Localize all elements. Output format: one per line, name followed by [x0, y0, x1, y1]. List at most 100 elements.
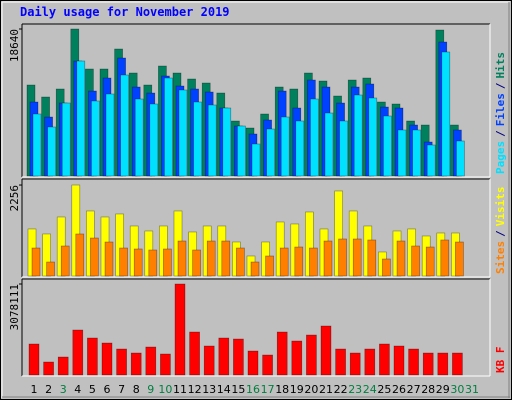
x-tick-label: 26 [392, 383, 406, 396]
bar [222, 107, 232, 177]
bar [310, 98, 319, 177]
x-tick-label: 5 [89, 383, 96, 396]
bar [379, 343, 390, 376]
bar [408, 348, 419, 376]
x-tick-label: 15 [231, 383, 245, 396]
bar [148, 249, 158, 277]
bar [440, 239, 450, 277]
x-tick-label: 27 [407, 383, 421, 396]
legend-entry: Sites [494, 241, 507, 274]
bar [221, 240, 231, 277]
legend-entry: Pages [494, 141, 507, 174]
bar [309, 247, 318, 277]
legend-entry: KB F [494, 347, 507, 374]
bar [352, 238, 362, 277]
bar [149, 103, 159, 177]
x-tick-label: 28 [421, 383, 435, 396]
bar [87, 337, 98, 376]
bar [207, 104, 217, 177]
x-tick-label: 18 [275, 383, 289, 396]
x-tick-label: 23 [348, 383, 362, 396]
bar [353, 94, 363, 177]
bar [178, 89, 188, 177]
x-tick-label: 2 [45, 383, 52, 396]
x-tick-label: 31 [465, 383, 479, 396]
y-tick-label: 3078111 [8, 284, 21, 330]
x-tick-label: 17 [261, 383, 275, 396]
bar [295, 120, 305, 177]
x-tick-label: 10 [158, 383, 172, 396]
x-tick-label: 16 [246, 383, 260, 396]
bar [177, 240, 187, 277]
legend-separator: / [494, 230, 507, 237]
x-tick-label: 22 [334, 383, 348, 396]
bar [397, 129, 407, 177]
bar [193, 101, 202, 177]
bar [320, 325, 332, 376]
bar [422, 352, 434, 376]
bar [104, 241, 114, 277]
bar [32, 113, 42, 177]
x-tick-label: 25 [377, 383, 391, 396]
bar [455, 241, 464, 277]
bar [43, 361, 54, 376]
x-tick-label: 9 [147, 383, 154, 396]
bar [250, 261, 260, 277]
x-tick-label: 13 [202, 383, 216, 396]
bar [262, 354, 273, 376]
x-tick-label: 20 [304, 383, 318, 396]
bar [294, 246, 304, 277]
bar [452, 352, 463, 376]
y-tick-label: 2256 [8, 185, 21, 212]
bar [368, 97, 378, 177]
x-tick-label: 6 [104, 383, 111, 396]
bar [47, 126, 56, 177]
bar [60, 245, 70, 277]
chart-title: Daily usage for November 2019 [20, 5, 230, 19]
bar [189, 331, 200, 376]
bar [130, 352, 142, 376]
bar [335, 348, 346, 376]
bar [393, 345, 405, 376]
bar [72, 329, 84, 376]
bar [338, 238, 347, 277]
bar [280, 116, 290, 177]
bar [28, 343, 40, 376]
x-tick-label: 19 [290, 383, 304, 396]
bar [192, 249, 201, 277]
bar [174, 283, 186, 376]
bar [160, 353, 171, 376]
bar [61, 102, 71, 177]
bar [425, 246, 435, 277]
x-tick-label: 1 [31, 383, 38, 396]
x-tick-label: 30 [450, 383, 464, 396]
bar [75, 233, 85, 277]
legend-separator: / [494, 82, 507, 89]
bar [279, 247, 289, 277]
bar [412, 129, 421, 177]
bar [383, 115, 392, 177]
bar [46, 261, 55, 277]
bar [324, 112, 334, 177]
x-tick-label: 24 [363, 383, 377, 396]
bar [163, 248, 172, 277]
bar [236, 247, 245, 277]
bar [116, 348, 127, 376]
bar [203, 345, 215, 376]
bar [145, 346, 157, 376]
legend-entry: Hits [494, 52, 507, 79]
bar [276, 331, 288, 376]
bar [382, 258, 391, 277]
bar [237, 125, 246, 177]
bar [367, 239, 377, 277]
x-tick-label: 29 [436, 383, 450, 396]
bar [76, 60, 86, 177]
bar [411, 245, 420, 277]
bar [119, 247, 128, 277]
legend: KB F [494, 347, 507, 374]
bar [105, 93, 115, 177]
bar [265, 255, 274, 277]
bar [57, 356, 69, 376]
